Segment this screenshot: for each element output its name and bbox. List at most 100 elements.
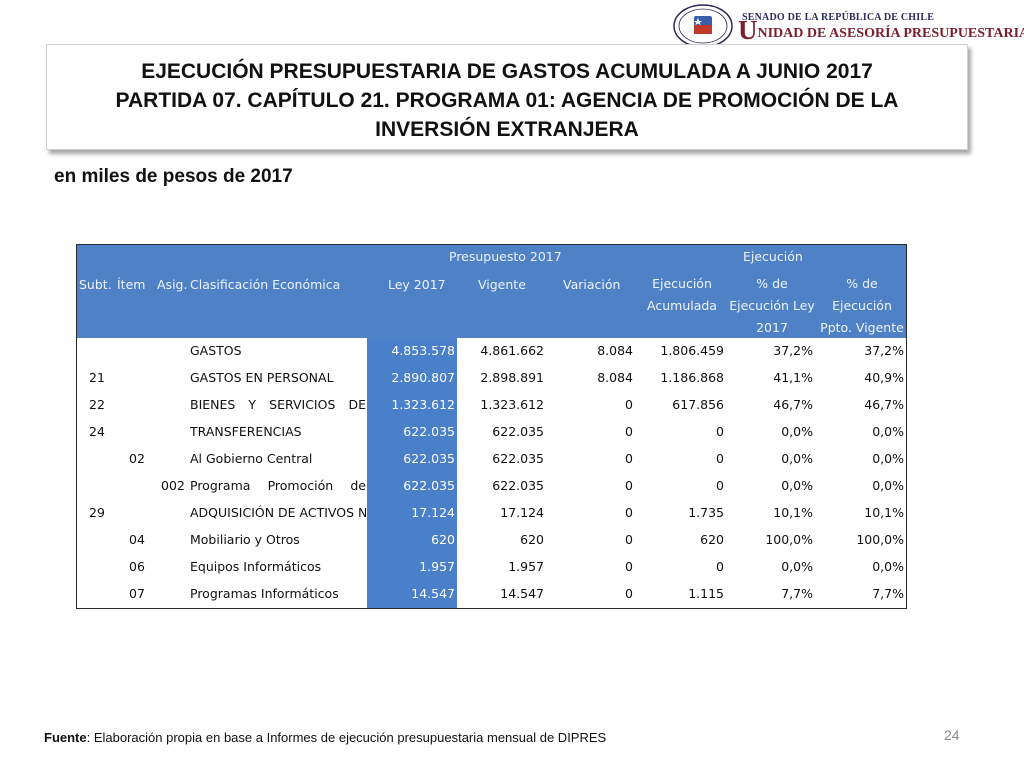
vigente-cell: 4.861.662 <box>480 343 544 358</box>
variacion-cell: 0 <box>625 586 633 601</box>
item-cell: 04 <box>129 532 145 547</box>
senate-name: SENADO DE LA REPÚBLICA DE CHILE <box>742 12 935 23</box>
pct-ley-cell: 10,1% <box>773 505 813 520</box>
ley-cell: 1.323.612 <box>391 397 455 412</box>
variacion-cell: 0 <box>625 451 633 466</box>
ley-cell: 14.547 <box>411 586 455 601</box>
ejecucion-cell: 1.186.868 <box>660 370 724 385</box>
col-vigente: Vigente <box>478 277 526 292</box>
pct-vigente-cell: 0,0% <box>872 424 904 439</box>
unit-initial: U <box>738 15 758 45</box>
title-line-3: INVERSIÓN EXTRANJERA <box>375 118 639 141</box>
pct-vigente-cell: 7,7% <box>872 586 904 601</box>
vigente-cell: 622.035 <box>492 478 544 493</box>
variacion-cell: 0 <box>625 424 633 439</box>
clasificacion-cell: GASTOS EN PERSONAL <box>190 370 334 385</box>
page-number: 24 <box>944 727 960 743</box>
table-row: 02 Al Gobierno Central 622.035 622.035 0 0 0,0… <box>77 446 906 473</box>
col-pct-vigente: % de Ejecución Ppto. Vigente <box>820 276 904 335</box>
subt-cell: 24 <box>89 424 105 439</box>
pct-ley-cell: 37,2% <box>773 343 813 358</box>
table-row: GASTOS 4.853.578 4.861.662 8.084 1.806.459 37… <box>77 338 906 365</box>
ley-column-fill <box>367 338 457 608</box>
clasificacion-cell: Programa Promoción de <box>190 478 366 493</box>
pct-vigente-cell: 0,0% <box>872 478 904 493</box>
subt-cell: 21 <box>89 370 105 385</box>
ley-cell: 622.035 <box>403 478 455 493</box>
ley-cell: 17.124 <box>411 505 455 520</box>
clasificacion-cell: Mobiliario y Otros <box>190 532 300 547</box>
clasificacion-cell: TRANSFERENCIAS <box>190 424 302 439</box>
vigente-cell: 622.035 <box>492 451 544 466</box>
asig-cell: 002 <box>161 478 185 493</box>
vigente-cell: 1.957 <box>508 559 544 574</box>
pct-vigente-cell: 10,1% <box>864 505 904 520</box>
vigente-cell: 1.323.612 <box>480 397 544 412</box>
pct-ley-cell: 0,0% <box>781 424 813 439</box>
ley-cell: 620 <box>431 532 455 547</box>
ejecucion-cell: 0 <box>716 559 724 574</box>
ejecucion-cell: 0 <box>716 451 724 466</box>
col-ejecucion: Ejecución Acumulada <box>647 276 717 313</box>
pct-ley-cell: 0,0% <box>781 478 813 493</box>
vigente-cell: 17.124 <box>500 505 544 520</box>
table-row: 06 Equipos Informáticos 1.957 1.957 0 0 0,0% 0,… <box>77 554 906 581</box>
vigente-cell: 620 <box>520 532 544 547</box>
unit-rest: NIDAD DE ASESORÍA PRESUPUESTARIA <box>757 26 1024 41</box>
variacion-cell: 0 <box>625 505 633 520</box>
table-row: 07 Programas Informáticos 14.547 14.547 0 1.1… <box>77 581 906 608</box>
pct-vigente-cell: 46,7% <box>864 397 904 412</box>
pct-ley-cell: 0,0% <box>781 559 813 574</box>
ejecucion-cell: 1.806.459 <box>660 343 724 358</box>
unit-name: UNIDAD DE ASESORÍA PRESUPUESTARIA <box>738 17 1024 44</box>
pct-ley-cell: 7,7% <box>781 586 813 601</box>
table-row: 04 Mobiliario y Otros 620 620 0 620 100,0% 100,… <box>77 527 906 554</box>
pct-ley-cell: 0,0% <box>781 451 813 466</box>
senate-seal-icon <box>673 4 733 48</box>
pct-vigente-cell: 37,2% <box>864 343 904 358</box>
ejecucion-cell: 1.735 <box>688 505 724 520</box>
table-row: 002 Programa Promoción de 622.035 622.035 0 0… <box>77 473 906 500</box>
variacion-cell: 0 <box>625 532 633 547</box>
clasificacion-cell: GASTOS <box>190 343 242 358</box>
pct-vigente-cell: 0,0% <box>872 559 904 574</box>
clasificacion-cell: Programas Informáticos <box>190 586 339 601</box>
vigente-cell: 14.547 <box>500 586 544 601</box>
variacion-cell: 8.084 <box>597 370 633 385</box>
col-ley: Ley 2017 <box>388 277 446 292</box>
pct-ley-cell: 41,1% <box>773 370 813 385</box>
ley-cell: 622.035 <box>403 451 455 466</box>
title-box: EJECUCIÓN PRESUPUESTARIA DE GASTOS ACUMU… <box>46 44 968 150</box>
variacion-cell: 8.084 <box>597 343 633 358</box>
table-header: Presupuesto 2017 Ejecución Subt. Ítem As… <box>77 245 906 338</box>
senate-logo: SENADO DE LA REPÚBLICA DE CHILE UNIDAD D… <box>672 4 1024 48</box>
title-line-1: EJECUCIÓN PRESUPUESTARIA DE GASTOS ACUMU… <box>141 60 873 83</box>
vigente-cell: 622.035 <box>492 424 544 439</box>
clasificacion-cell: Al Gobierno Central <box>190 451 313 466</box>
subt-cell: 29 <box>89 505 105 520</box>
clasificacion-cell: BIENES Y SERVICIOS DE <box>190 397 366 412</box>
table-row: 24 TRANSFERENCIAS 622.035 622.035 0 0 0,0% 0,0% <box>77 419 906 446</box>
table-row: 22 BIENES Y SERVICIOS DE 1.323.612 1.323.61… <box>77 392 906 419</box>
pct-vigente-cell: 100,0% <box>856 532 904 547</box>
variacion-cell: 0 <box>625 397 633 412</box>
units-subtitle: en miles de pesos de 2017 <box>54 166 293 187</box>
clasificacion-cell: Equipos Informáticos <box>190 559 322 574</box>
ejecucion-cell: 0 <box>716 478 724 493</box>
title-line-2: PARTIDA 07. CAPÍTULO 21. PROGRAMA 01: AG… <box>115 89 899 112</box>
group-presupuesto: Presupuesto 2017 <box>449 249 562 264</box>
col-pct-ley: % de Ejecución Ley 2017 <box>729 276 815 335</box>
vigente-cell: 2.898.891 <box>480 370 544 385</box>
source-footer: Fuente: Elaboración propia en base a Inf… <box>44 730 606 745</box>
variacion-cell: 0 <box>625 559 633 574</box>
pct-ley-cell: 100,0% <box>765 532 813 547</box>
ejecucion-cell: 0 <box>716 424 724 439</box>
clasificacion-cell: ADQUISICIÓN DE ACTIVOS NO <box>190 505 366 520</box>
source-text: : Elaboración propia en base a Informes … <box>86 730 607 745</box>
subt-cell: 22 <box>89 397 105 412</box>
pct-vigente-cell: 40,9% <box>864 370 904 385</box>
col-subt: Subt. <box>79 277 112 292</box>
col-variacion: Variación <box>563 277 621 292</box>
group-ejecucion: Ejecución <box>743 249 803 264</box>
pct-vigente-cell: 0,0% <box>872 451 904 466</box>
